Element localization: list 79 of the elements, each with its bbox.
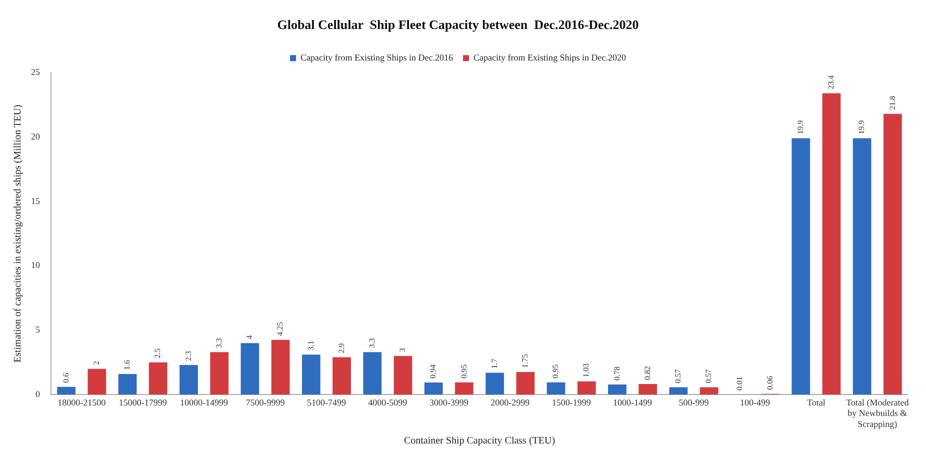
- x-tick-label: 10000-14999: [180, 397, 229, 408]
- y-axis-title: Estimation of capacities in existing/ordered ships (Million TEU): [12, 104, 24, 363]
- data-label: 21.8: [888, 96, 897, 110]
- data-label: 2.5: [153, 348, 162, 358]
- bar: [210, 352, 229, 395]
- x-tick-label: 5100-7499: [306, 397, 346, 408]
- data-label: 1.6: [122, 360, 132, 370]
- data-label: 3: [398, 348, 408, 352]
- x-axis-title: Container Ship Capacity Class (TEU): [404, 436, 556, 447]
- x-tick-label: 500-999: [678, 397, 710, 408]
- data-label: 0.78: [612, 366, 622, 381]
- data-label: 2.3: [184, 350, 193, 361]
- bar: [700, 387, 718, 395]
- bar: [240, 343, 260, 395]
- data-label: 3.3: [214, 338, 224, 348]
- x-tick-label: 100-499: [740, 397, 770, 408]
- chart-title: Global Cellular Ship Fleet Capacity between Dec.2016-Dec.2020: [277, 17, 639, 32]
- bar: [546, 382, 566, 395]
- bar: [852, 138, 872, 395]
- bar: [424, 382, 443, 395]
- data-label: 19.9: [857, 120, 866, 134]
- y-tick-label: 10: [31, 260, 40, 270]
- x-tick-label: 18000-21500: [58, 397, 106, 408]
- y-tick-label: 20: [31, 131, 40, 142]
- legend-label: Capacity from Existing Ships in Dec.2016: [300, 52, 454, 62]
- y-tick-label: 25: [31, 66, 40, 77]
- bar: [148, 362, 168, 395]
- bar: [57, 386, 76, 395]
- bar: [455, 382, 474, 395]
- bar: [363, 352, 382, 395]
- y-tick-label: 0: [36, 388, 40, 399]
- data-label: 0.95: [551, 364, 560, 378]
- bar: [516, 372, 535, 395]
- data-label: 0.95: [459, 364, 468, 378]
- y-tick-label: 5: [36, 324, 40, 335]
- bar: [638, 384, 658, 395]
- bar: [302, 354, 320, 395]
- data-label: 2: [92, 360, 102, 365]
- data-label: 0.57: [674, 369, 683, 384]
- bar: [669, 387, 688, 395]
- legend-label: Capacity from Existing Ships in Dec.2020: [474, 52, 626, 62]
- bar: [884, 114, 902, 395]
- bar: [88, 368, 106, 395]
- bar: [394, 356, 412, 395]
- bar: [486, 372, 504, 395]
- y-tick-label: 15: [31, 196, 40, 206]
- x-tick-label: 2000-2999: [490, 397, 530, 408]
- data-label: 1.03: [582, 363, 591, 378]
- data-label: 23.4: [826, 75, 836, 90]
- data-label: 19.9: [796, 120, 805, 134]
- data-label: 0.82: [642, 366, 652, 380]
- x-tick-label: 1000-1499: [613, 397, 653, 408]
- bar: [577, 381, 596, 395]
- data-label: 2.9: [336, 343, 346, 354]
- data-label: 0.6: [61, 372, 70, 383]
- x-tick-label: 3000-3999: [429, 397, 469, 408]
- bar: [180, 364, 198, 395]
- data-label: 3.3: [367, 338, 376, 348]
- data-label: 1.7: [490, 358, 499, 369]
- data-label: 1.75: [520, 354, 530, 368]
- data-label: 0.94: [428, 364, 438, 378]
- data-label: 4.25: [276, 322, 285, 336]
- data-label: 4: [245, 335, 254, 340]
- data-label: 3.1: [306, 340, 316, 351]
- x-tick-label: 7500-9999: [246, 397, 286, 408]
- bar: [332, 357, 351, 395]
- x-tick-label: 1500-1999: [552, 397, 592, 408]
- x-tick-label: 15000-17999: [118, 397, 168, 408]
- x-tick-label: Total (Moderated by Newbuilds & Scrapping): [846, 397, 910, 429]
- bar: [792, 138, 810, 395]
- bar: [822, 93, 841, 395]
- x-tick-label: 4000-5099: [368, 397, 408, 408]
- bar: [118, 374, 137, 395]
- x-tick-label: Total: [806, 397, 826, 408]
- data-label: 0.06: [765, 376, 774, 390]
- data-label: 0.57: [704, 369, 714, 384]
- bar: [271, 340, 290, 395]
- bar: [608, 384, 626, 395]
- data-label: 0.01: [734, 376, 744, 390]
